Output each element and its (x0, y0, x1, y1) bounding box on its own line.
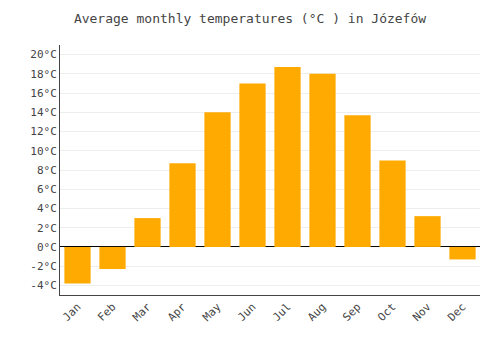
svg-text:-4°C: -4°C (30, 279, 57, 292)
svg-text:Feb: Feb (95, 301, 118, 324)
svg-text:10°C: 10°C (30, 145, 57, 158)
svg-text:Apr: Apr (165, 300, 189, 324)
svg-text:12°C: 12°C (30, 125, 57, 138)
svg-text:Mar: Mar (130, 300, 154, 324)
svg-text:16°C: 16°C (30, 87, 57, 100)
svg-text:Jun: Jun (235, 301, 258, 324)
svg-text:Dec: Dec (445, 301, 468, 324)
svg-text:18°C: 18°C (30, 68, 57, 81)
svg-text:Jul: Jul (270, 301, 293, 324)
svg-text:Aug: Aug (305, 301, 328, 324)
svg-text:14°C: 14°C (30, 106, 57, 119)
svg-text:Sep: Sep (340, 301, 363, 324)
svg-text:Average monthly temperatures (: Average monthly temperatures (°C ) in Jó… (74, 11, 426, 26)
svg-text:0°C: 0°C (37, 241, 57, 254)
svg-text:Jan: Jan (60, 301, 83, 324)
svg-text:4°C: 4°C (37, 202, 57, 215)
svg-text:-2°C: -2°C (30, 260, 57, 273)
svg-text:2°C: 2°C (37, 222, 57, 235)
svg-text:20°C: 20°C (30, 48, 57, 61)
svg-text:8°C: 8°C (37, 164, 57, 177)
svg-text:Oct: Oct (375, 301, 398, 324)
svg-text:May: May (200, 300, 224, 324)
svg-text:Nov: Nov (410, 300, 434, 324)
svg-text:6°C: 6°C (37, 183, 57, 196)
